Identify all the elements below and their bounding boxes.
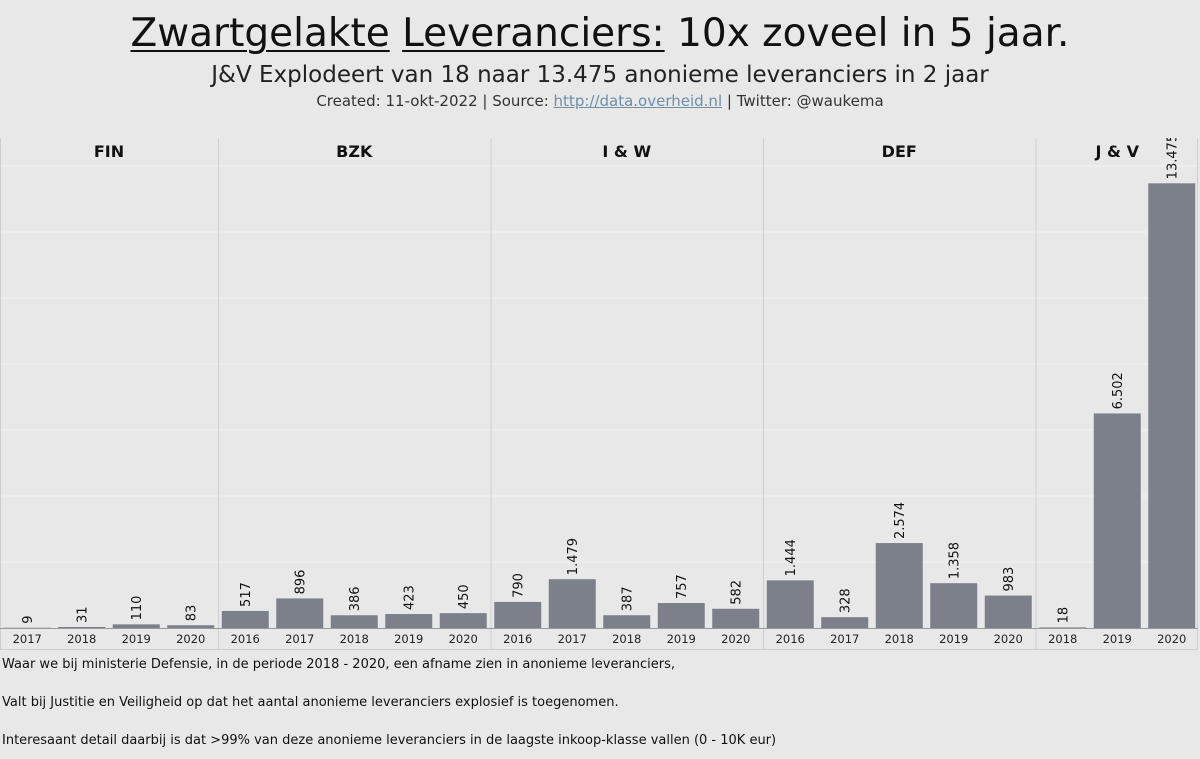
bar [875,543,923,628]
tick-label: 2019 [122,632,151,646]
bar [984,595,1032,628]
note-line: Interesaant detail daarbij is dat >99% v… [2,733,777,748]
tick-label: 2017 [830,632,859,646]
notes: Waar we bij ministerie Defensie, in de p… [2,655,1192,750]
tick-label: 2020 [1157,632,1186,646]
bar [439,613,487,628]
title-underlined-1: Zwartgelakte [130,11,390,56]
tick-label: 2019 [667,632,696,646]
bar [330,615,378,628]
data-label: 18 [1057,607,1072,624]
panel-header-jv: J & V [1095,142,1140,161]
data-label: 983 [1002,567,1017,592]
credits-prefix: Created: 11-okt-2022 | Source: [316,92,554,110]
data-label: 450 [457,584,472,609]
tick-label: 2018 [885,632,914,646]
bar [712,608,760,628]
credits-suffix: | Twitter: @waukema [722,92,884,110]
data-label: 13.475 [1166,138,1181,179]
title-underlined-2: Leveranciers: [402,11,665,56]
note-line: Waar we bij ministerie Defensie, in de p… [2,657,676,672]
bar [548,579,596,628]
tick-label: 2016 [231,632,260,646]
data-label: 423 [403,585,418,610]
source-link[interactable]: http://data.overheid.nl [553,92,723,110]
data-label: 1.479 [566,538,581,575]
bar [766,580,814,628]
bar [657,603,705,628]
bar [1148,183,1196,628]
bar [276,598,324,628]
bar [603,615,651,628]
tick-label: 2018 [67,632,96,646]
tick-label: 2017 [285,632,314,646]
chart-title: Zwartgelakte Leveranciers: 10x zoveel in… [0,10,1200,58]
tick-label: 2018 [340,632,369,646]
tick-label: 2019 [1103,632,1132,646]
data-label: 1.444 [784,539,799,576]
data-label: 790 [512,573,527,598]
title-rest: 10x zoveel in 5 jaar. [664,11,1070,56]
data-label: 896 [294,570,309,595]
data-label: 9 [21,615,36,623]
tick-label: 2020 [994,632,1023,646]
data-label: 328 [839,588,854,613]
panel-header-bzk: BZK [336,142,373,161]
bar [930,583,978,628]
tick-label: 2016 [776,632,805,646]
bar [1039,627,1087,628]
panel-header-def: DEF [882,142,917,161]
tick-label: 2018 [612,632,641,646]
tick-label: 2017 [13,632,42,646]
tick-label: 2016 [503,632,532,646]
tick-label: 2017 [558,632,587,646]
tick-label: 2018 [1048,632,1077,646]
bar-chart: FIN 9 2017 31 2018 110 2019 83 2020 BZK 517 2016 896… [0,138,1198,650]
bar [167,625,215,628]
tick-label: 2019 [939,632,968,646]
bar [221,610,269,628]
data-label: 2.574 [893,502,908,539]
data-label: 386 [348,586,363,611]
tick-label: 2020 [449,632,478,646]
panel-header-fin: FIN [94,142,124,161]
bar [58,626,106,628]
data-label: 387 [621,586,636,611]
data-label: 1.358 [948,542,963,579]
tick-label: 2019 [394,632,423,646]
bar [112,624,160,628]
data-label: 83 [185,605,200,622]
bar [494,601,542,628]
chart-credits: Created: 11-okt-2022 | Source: http://da… [0,91,1200,111]
chart-subtitle: J&V Explodeert van 18 naar 13.475 anonie… [211,62,989,88]
note-line: Valt bij Justitie en Veiligheid op dat h… [2,695,619,710]
data-label: 31 [76,606,91,623]
panel-header-iw: I & W [602,142,651,161]
data-label: 582 [730,580,745,605]
bar [385,614,433,628]
tick-label: 2020 [721,632,750,646]
bar [1093,413,1141,628]
data-label: 757 [675,574,690,599]
data-label: 517 [239,582,254,607]
tick-label: 2020 [176,632,205,646]
data-label: 110 [130,596,145,621]
data-label: 6.502 [1111,372,1126,409]
bar [821,617,869,628]
